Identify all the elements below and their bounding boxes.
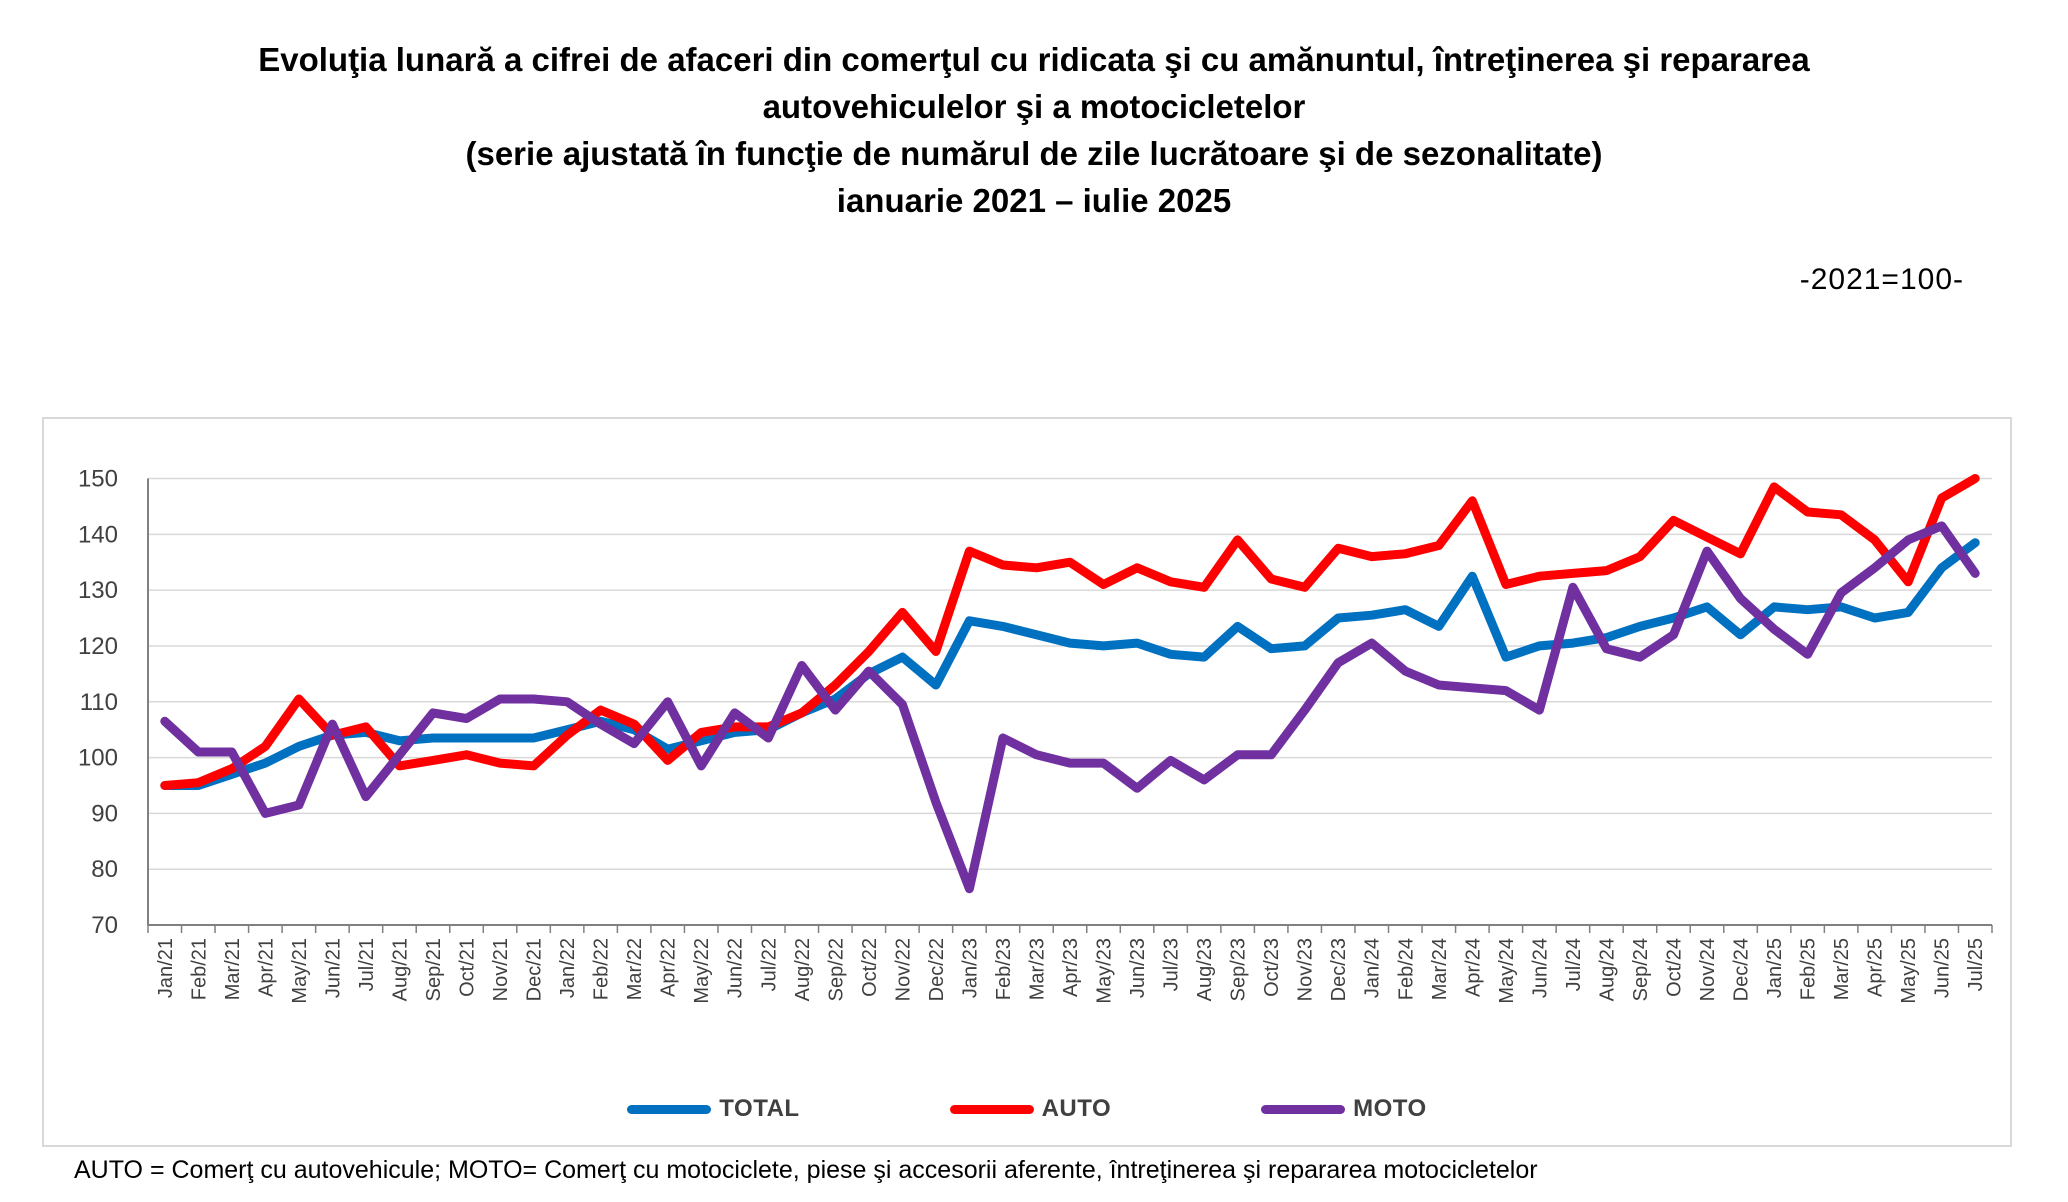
- x-tick-label-Feb/22: Feb/22: [591, 938, 613, 1000]
- x-tick-label-Feb/23: Feb/23: [993, 938, 1015, 1000]
- x-tick-label-Mar/24: Mar/24: [1429, 938, 1451, 1000]
- x-tick-label-Feb/24: Feb/24: [1395, 938, 1417, 1000]
- series-line-total: [160, 538, 1980, 790]
- x-tick-label-Aug/21: Aug/21: [389, 938, 411, 1001]
- x-tick-label-Feb/21: Feb/21: [188, 938, 210, 1000]
- chart-area: 70 80 90 100 110 120 130 140 150 Jan/21 Feb/21 Mar/…: [42, 417, 2012, 1147]
- x-tick-label-Apr/25: Apr/25: [1865, 938, 1887, 997]
- x-tick-label-May/23: May/23: [1094, 938, 1116, 1004]
- legend-item-auto: AUTO: [949, 1095, 1112, 1123]
- x-tick-label-Sep/22: Sep/22: [825, 938, 847, 1001]
- x-tick-label-Jul/22: Jul/22: [758, 938, 780, 991]
- y-tick-label-120: 120: [78, 633, 118, 660]
- x-tick-label-Apr/24: Apr/24: [1462, 938, 1484, 997]
- x-tick-label-Oct/23: Oct/23: [1261, 938, 1283, 997]
- legend-label-moto: MOTO: [1353, 1095, 1427, 1122]
- x-tick-label-May/24: May/24: [1496, 938, 1518, 1004]
- x-tick-label-Jul/24: Jul/24: [1563, 938, 1585, 991]
- legend-item-moto: MOTO: [1261, 1095, 1427, 1123]
- x-tick-label-Mar/21: Mar/21: [222, 938, 244, 1000]
- legend: TOTAL AUTO MOTO: [44, 1095, 2010, 1123]
- x-tick-label-Oct/21: Oct/21: [457, 938, 479, 997]
- x-tick-label-May/21: May/21: [289, 938, 311, 1004]
- x-tick-label-Sep/23: Sep/23: [1228, 938, 1250, 1001]
- x-tick-label-Dec/22: Dec/22: [926, 938, 948, 1001]
- x-tick-label-Dec/24: Dec/24: [1731, 938, 1753, 1001]
- x-tick-label-Mar/22: Mar/22: [624, 938, 646, 1000]
- x-tick-label-Jun/24: Jun/24: [1529, 938, 1551, 998]
- x-tick-label-Jul/21: Jul/21: [356, 938, 378, 991]
- y-tick-label-130: 130: [78, 577, 118, 604]
- legend-swatch-total: [627, 1104, 712, 1114]
- unit-base-label: -2021=100-: [1799, 263, 1964, 296]
- x-tick-label-Mar/23: Mar/23: [1026, 938, 1048, 1000]
- y-tick-label-100: 100: [78, 745, 118, 772]
- y-tick-label-150: 150: [78, 466, 118, 493]
- x-tick-label-Nov/21: Nov/21: [490, 938, 512, 1001]
- y-tick-label-110: 110: [80, 689, 118, 716]
- title-line-2: autovehiculelor şi a motocicletelor: [762, 88, 1306, 125]
- x-tick-label-May/25: May/25: [1898, 938, 1920, 1004]
- x-tick-label-Feb/25: Feb/25: [1798, 938, 1820, 1000]
- x-tick-label-Jan/21: Jan/21: [155, 938, 177, 998]
- x-tick-label-May/22: May/22: [691, 938, 713, 1004]
- x-tick-label-Oct/22: Oct/22: [859, 938, 881, 997]
- x-tick-label-Jul/23: Jul/23: [1161, 938, 1183, 991]
- x-tick-label-Nov/23: Nov/23: [1295, 938, 1317, 1001]
- x-tick-label-Dec/23: Dec/23: [1328, 938, 1350, 1001]
- x-tick-label-Apr/22: Apr/22: [658, 938, 680, 997]
- title-line-3: (serie ajustată în funcţie de numărul de…: [465, 135, 1603, 172]
- series-line-auto: [160, 474, 1980, 790]
- x-tick-label-Jun/25: Jun/25: [1932, 938, 1954, 998]
- x-tick-label-Aug/23: Aug/23: [1194, 938, 1216, 1001]
- title-line-4: ianuarie 2021 – iulie 2025: [836, 182, 1232, 219]
- x-tick-label-Jan/23: Jan/23: [959, 938, 981, 998]
- x-tick-label-Nov/24: Nov/24: [1697, 938, 1719, 1001]
- x-tick-label-Jun/22: Jun/22: [725, 938, 747, 998]
- title-line-1: Evoluţia lunară a cifrei de afaceri din …: [258, 41, 1810, 78]
- y-tick-label-140: 140: [78, 521, 118, 548]
- legend-item-total: TOTAL: [627, 1095, 799, 1123]
- x-tick-label-Jun/21: Jun/21: [322, 938, 344, 998]
- legend-swatch-auto: [949, 1104, 1034, 1114]
- legend-label-total: TOTAL: [719, 1095, 800, 1122]
- x-tick-label-Jan/25: Jan/25: [1764, 938, 1786, 998]
- legend-swatch-moto: [1261, 1104, 1346, 1114]
- x-tick-label-Mar/25: Mar/25: [1831, 938, 1853, 1000]
- plot-svg: 70 80 90 100 110 120 130 140 150 Jan/21 Feb/21 Mar/…: [78, 466, 1993, 1004]
- x-tick-label-Sep/24: Sep/24: [1630, 938, 1652, 1001]
- y-tick-label-70: 70: [91, 912, 118, 939]
- footnote: AUTO = Comerţ cu autovehicule; MOTO= Com…: [74, 1156, 1538, 1184]
- x-tick-label-Aug/22: Aug/22: [792, 938, 814, 1001]
- chart-title: Evoluţia lunară a cifrei de afaceri din …: [0, 36, 2068, 224]
- legend-label-auto: AUTO: [1041, 1095, 1112, 1122]
- x-tick-label-Nov/22: Nov/22: [892, 938, 914, 1001]
- x-tick-label-Aug/24: Aug/24: [1596, 938, 1618, 1001]
- y-tick-label-90: 90: [91, 800, 118, 827]
- x-tick-label-Jun/23: Jun/23: [1127, 938, 1149, 998]
- x-tick-label-Jul/25: Jul/25: [1965, 938, 1987, 991]
- series-line-moto: [160, 521, 1980, 894]
- x-tick-label-Apr/21: Apr/21: [255, 938, 277, 997]
- x-tick-label-Jan/24: Jan/24: [1362, 938, 1384, 998]
- x-tick-label-Sep/21: Sep/21: [423, 938, 445, 1001]
- x-tick-label-Dec/21: Dec/21: [524, 938, 546, 1001]
- x-tick-label-Jan/22: Jan/22: [557, 938, 579, 998]
- y-tick-label-80: 80: [91, 856, 118, 883]
- x-tick-label-Apr/23: Apr/23: [1060, 938, 1082, 997]
- x-tick-label-Oct/24: Oct/24: [1663, 938, 1685, 997]
